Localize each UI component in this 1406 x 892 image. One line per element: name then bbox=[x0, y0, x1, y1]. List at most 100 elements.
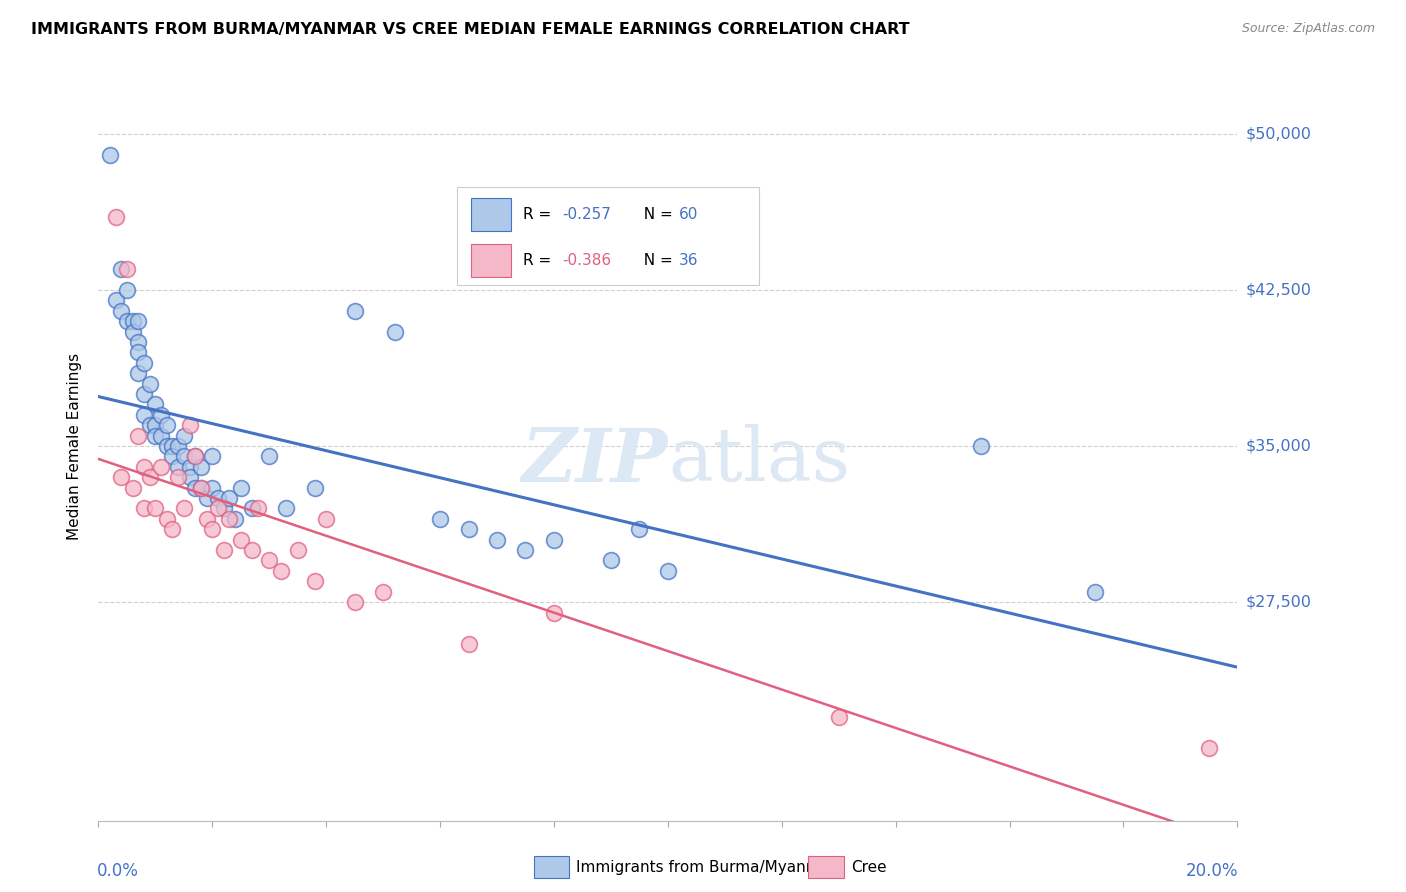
Text: 20.0%: 20.0% bbox=[1185, 862, 1239, 880]
Point bbox=[600, 553, 623, 567]
Point bbox=[167, 439, 190, 453]
Point bbox=[145, 501, 167, 516]
Point bbox=[127, 345, 149, 359]
Text: N =: N = bbox=[634, 207, 678, 222]
Point bbox=[201, 481, 224, 495]
Point bbox=[110, 470, 132, 484]
Point bbox=[195, 512, 218, 526]
Text: R =: R = bbox=[523, 253, 557, 268]
Point bbox=[104, 293, 127, 308]
Point bbox=[190, 481, 212, 495]
Point bbox=[115, 314, 138, 328]
Point bbox=[1198, 740, 1220, 755]
Point bbox=[543, 533, 565, 547]
Point bbox=[173, 450, 195, 464]
Point bbox=[224, 512, 246, 526]
Point bbox=[246, 501, 269, 516]
Text: -0.386: -0.386 bbox=[562, 253, 612, 268]
Point bbox=[145, 418, 167, 433]
Point bbox=[110, 303, 132, 318]
Text: R =: R = bbox=[523, 207, 557, 222]
Point bbox=[132, 459, 155, 474]
Text: Source: ZipAtlas.com: Source: ZipAtlas.com bbox=[1241, 22, 1375, 36]
Text: N =: N = bbox=[634, 253, 678, 268]
Point bbox=[657, 564, 679, 578]
Point bbox=[457, 637, 479, 651]
Point bbox=[162, 439, 184, 453]
Point bbox=[138, 376, 160, 391]
Point bbox=[229, 481, 252, 495]
Point bbox=[98, 147, 121, 161]
Text: Immigrants from Burma/Myanmar: Immigrants from Burma/Myanmar bbox=[576, 860, 837, 874]
Text: ZIP: ZIP bbox=[522, 425, 668, 497]
Point bbox=[121, 481, 143, 495]
Point bbox=[287, 543, 309, 558]
Text: atlas: atlas bbox=[668, 425, 851, 498]
Point bbox=[384, 325, 406, 339]
Point bbox=[543, 606, 565, 620]
Point bbox=[132, 501, 155, 516]
Point bbox=[138, 470, 160, 484]
Point bbox=[970, 439, 993, 453]
Text: $27,500: $27,500 bbox=[1246, 595, 1312, 609]
Text: 60: 60 bbox=[679, 207, 699, 222]
Point bbox=[343, 595, 366, 609]
Point bbox=[127, 314, 149, 328]
Point bbox=[486, 533, 509, 547]
Point bbox=[201, 522, 224, 536]
Text: $35,000: $35,000 bbox=[1246, 439, 1312, 453]
Text: $50,000: $50,000 bbox=[1246, 127, 1312, 141]
Point bbox=[179, 470, 201, 484]
Point bbox=[179, 459, 201, 474]
Point bbox=[150, 459, 173, 474]
Point bbox=[173, 428, 195, 442]
Point bbox=[184, 450, 207, 464]
Point bbox=[218, 491, 240, 505]
Point bbox=[179, 418, 201, 433]
Point bbox=[240, 543, 263, 558]
Point bbox=[184, 450, 207, 464]
Point bbox=[167, 470, 190, 484]
Point bbox=[315, 512, 337, 526]
Point bbox=[240, 501, 263, 516]
Point bbox=[145, 397, 167, 411]
Point bbox=[195, 491, 218, 505]
Point bbox=[138, 418, 160, 433]
Point bbox=[207, 491, 229, 505]
Point bbox=[167, 459, 190, 474]
Point bbox=[162, 450, 184, 464]
Point bbox=[127, 428, 149, 442]
Point bbox=[127, 334, 149, 349]
Point bbox=[259, 450, 281, 464]
Point bbox=[156, 439, 179, 453]
Point bbox=[373, 584, 395, 599]
FancyBboxPatch shape bbox=[471, 244, 510, 277]
Point bbox=[156, 418, 179, 433]
Point bbox=[218, 512, 240, 526]
Point bbox=[162, 522, 184, 536]
Point bbox=[121, 314, 143, 328]
Point bbox=[115, 283, 138, 297]
FancyBboxPatch shape bbox=[471, 198, 510, 231]
Point bbox=[150, 428, 173, 442]
Point bbox=[828, 709, 851, 723]
Text: -0.257: -0.257 bbox=[562, 207, 610, 222]
Point bbox=[132, 408, 155, 422]
Point bbox=[104, 210, 127, 224]
Point bbox=[132, 387, 155, 401]
Point bbox=[212, 501, 235, 516]
Text: 0.0%: 0.0% bbox=[97, 862, 139, 880]
Point bbox=[201, 450, 224, 464]
Y-axis label: Median Female Earnings: Median Female Earnings bbox=[67, 352, 83, 540]
Point bbox=[212, 543, 235, 558]
FancyBboxPatch shape bbox=[457, 187, 759, 285]
Text: 36: 36 bbox=[679, 253, 699, 268]
Text: $42,500: $42,500 bbox=[1246, 283, 1312, 297]
Point bbox=[304, 574, 326, 589]
Point bbox=[207, 501, 229, 516]
Point bbox=[457, 522, 479, 536]
Point bbox=[304, 481, 326, 495]
Point bbox=[259, 553, 281, 567]
Point bbox=[276, 501, 298, 516]
Point bbox=[515, 543, 537, 558]
